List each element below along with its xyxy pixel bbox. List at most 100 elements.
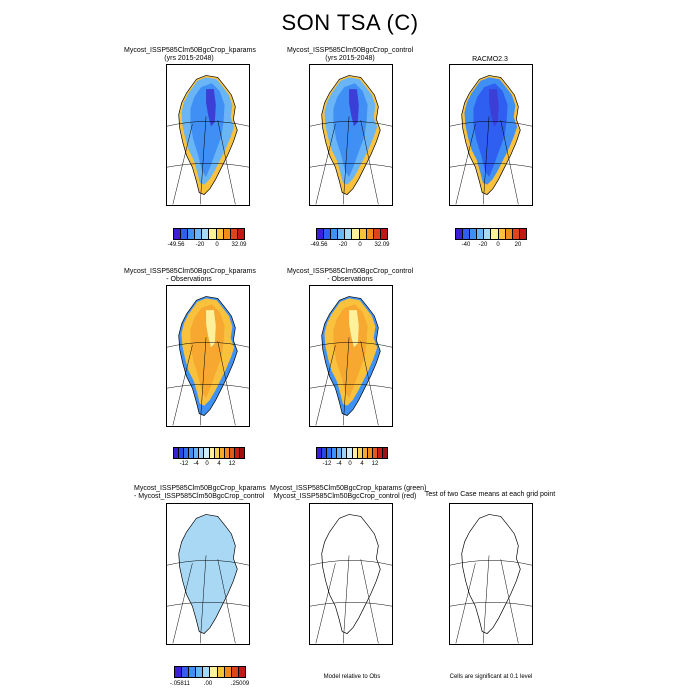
coastline — [178, 296, 238, 416]
colorbar-swatch — [202, 229, 210, 239]
colorbar-swatch — [373, 229, 381, 239]
colorbar-swatch — [332, 448, 338, 458]
panel-title-8: Test of two Case means at each grid poin… — [424, 491, 556, 498]
core-fill — [206, 528, 216, 566]
longitude-line — [342, 555, 350, 644]
colorbar-swatch — [456, 229, 464, 239]
coastline — [321, 296, 381, 416]
longitude-line — [315, 563, 336, 644]
colorbar-swatch — [188, 229, 196, 239]
colorbar-swatch — [231, 667, 239, 677]
tick-label: 0 — [205, 461, 209, 467]
coastline — [321, 75, 381, 195]
longitude-line — [500, 120, 519, 205]
map-control-abs — [309, 64, 393, 206]
tick-label: 0 — [348, 461, 352, 467]
panel-title-3: RACMO2.3 — [472, 56, 508, 63]
longitude-line — [500, 559, 519, 644]
longitude-line — [172, 345, 193, 426]
map-kparams-bias — [166, 285, 250, 427]
colorbar-diff — [174, 666, 246, 678]
colorbar-swatch — [174, 229, 182, 239]
colorbar-swatch — [357, 448, 363, 458]
colorbar-swatch — [210, 667, 218, 677]
coastline — [178, 514, 238, 634]
latitude-line — [310, 560, 392, 566]
inner-fill — [190, 522, 225, 616]
colorbar-control-abs — [316, 228, 388, 240]
panel-title-4: Mycost_ISSP585Clm50BgcCrop_kparams - Obse… — [124, 268, 256, 283]
tick-label: -20 — [195, 242, 205, 248]
tick-label: -12 — [179, 461, 189, 467]
latitude-line — [310, 121, 392, 127]
colorbar-swatch — [317, 448, 323, 458]
colorbar-swatch — [175, 667, 183, 677]
figure-title: SON TSA (C) — [281, 10, 419, 35]
longitude-line — [217, 341, 236, 426]
colorbar-swatch — [512, 229, 520, 239]
map-kparams-abs — [166, 64, 250, 206]
coastline — [461, 514, 521, 634]
colorbar-swatch — [383, 448, 388, 458]
colorbar-swatch — [362, 448, 368, 458]
tick-label: 0 — [215, 242, 219, 248]
tick-label: -4 — [193, 461, 199, 467]
latitude-line — [310, 163, 392, 168]
colorbar-swatch — [204, 448, 210, 458]
latitude-line — [167, 602, 249, 607]
longitude-line — [342, 337, 350, 426]
tick-label: -49.56 — [310, 242, 328, 248]
colorbar-swatch — [237, 229, 244, 239]
tick-label: -20 — [478, 242, 488, 248]
colorbar-swatch — [377, 448, 384, 458]
map-control-bias — [309, 285, 393, 427]
longitude-line — [360, 559, 379, 644]
coastline — [461, 75, 521, 195]
colorbar-swatch — [174, 448, 180, 458]
longitude-line — [217, 559, 236, 644]
core-fill — [206, 89, 216, 127]
tick-label: 12 — [228, 461, 236, 467]
tick-label: -40 — [461, 242, 471, 248]
colorbar-swatch — [229, 448, 235, 458]
colorbar-swatch — [331, 229, 339, 239]
core-fill — [349, 89, 359, 127]
longitude-line — [360, 341, 379, 426]
colorbar-swatch — [216, 229, 224, 239]
map-significance — [449, 503, 533, 645]
panel-title-7: Mycost_ISSP585Clm50BgcCrop_kparams (gree… — [270, 485, 427, 500]
colorbar-kparams-abs — [173, 228, 245, 240]
colorbar-swatch — [224, 667, 232, 677]
colorbar-swatch — [347, 448, 353, 458]
colorbar-swatch — [203, 667, 211, 677]
colorbar-racmo — [455, 228, 527, 240]
colorbar-swatch — [505, 229, 513, 239]
latitude-line — [450, 121, 532, 127]
colorbar-swatch — [463, 229, 471, 239]
colorbar-swatch — [352, 229, 360, 239]
colorbar-swatch — [367, 448, 373, 458]
colorbar-swatch — [238, 667, 245, 677]
colorbar-swatch — [327, 448, 333, 458]
tick-label: 12 — [371, 461, 379, 467]
tick-label: -49.56 — [167, 242, 185, 248]
colorbar-swatch — [342, 448, 348, 458]
tick-label: -.05811 — [170, 681, 190, 687]
latitude-line — [310, 342, 392, 348]
note-significance: Cells are significant at 0.1 level — [449, 674, 533, 680]
latitude-line — [167, 384, 249, 389]
colorbar-swatch — [179, 448, 185, 458]
latitude-line — [450, 602, 532, 607]
inner-fill — [333, 83, 368, 177]
colorbar-swatch — [230, 229, 238, 239]
colorbar-swatch — [372, 448, 378, 458]
colorbar-swatch — [519, 229, 526, 239]
tick-label: 0 — [358, 242, 362, 248]
colorbar-swatch — [352, 448, 358, 458]
colorbar-swatch — [317, 229, 325, 239]
tick-label: 20 — [514, 242, 522, 248]
colorbar-swatch — [322, 448, 328, 458]
latitude-line — [310, 602, 392, 607]
colorbar-swatch — [189, 448, 195, 458]
colorbar-swatch — [214, 448, 220, 458]
